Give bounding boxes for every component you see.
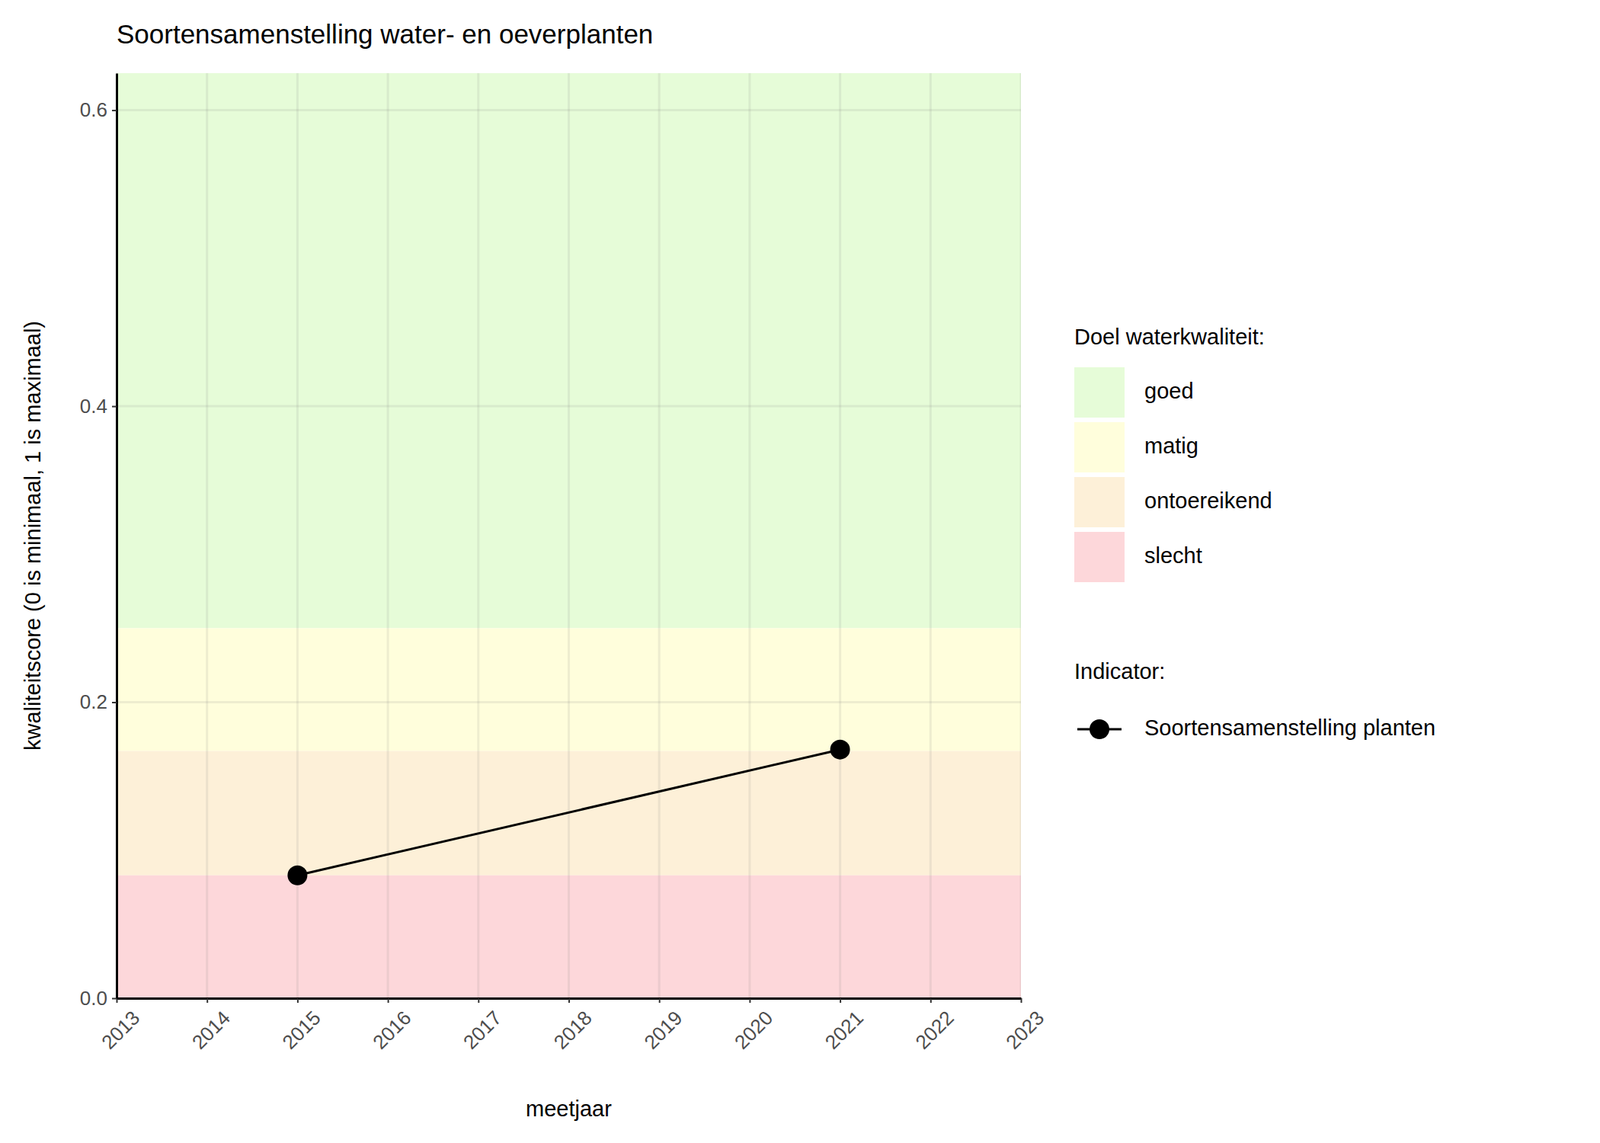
data-point (287, 865, 308, 886)
x-tick-label: 2022 (911, 1006, 959, 1054)
x-tick-label: 2019 (639, 1006, 687, 1054)
y-tick: 0.0 (80, 986, 117, 1010)
grid-line (929, 73, 932, 999)
y-axis-title: kwaliteitscore (0 is minimaal, 1 is maxi… (20, 320, 45, 751)
grid-line (1020, 73, 1022, 999)
data-point (830, 739, 851, 760)
y-tick: 0.6 (80, 98, 117, 122)
y-tick: 0.4 (80, 394, 117, 418)
x-tick: 2015 (278, 998, 326, 1054)
y-axis: 0.0 0.2 0.4 0.6 (80, 73, 118, 1010)
series-line (297, 749, 840, 876)
legend-key (1074, 476, 1125, 528)
y-tick-mark (112, 109, 117, 112)
y-tick-label: 0.2 (80, 690, 108, 714)
x-tick-label: 2023 (1001, 1006, 1049, 1054)
x-tick: 2021 (820, 998, 868, 1054)
x-tick-mark (659, 998, 661, 1003)
y-tick-mark (112, 998, 117, 1000)
legend-key (1074, 531, 1125, 583)
x-tick: 2020 (729, 998, 778, 1054)
plot-area (116, 73, 1021, 999)
legend-title: Doel waterkwaliteit: (1074, 324, 1265, 349)
legend-title: Indicator: (1074, 659, 1165, 684)
legend-key (1089, 719, 1110, 740)
x-tick-label: 2016 (368, 1006, 416, 1054)
x-tick-label: 2017 (458, 1006, 506, 1054)
grid-line (296, 73, 299, 999)
y-tick-label: 0.4 (80, 394, 108, 418)
x-tick-label: 2013 (96, 1006, 144, 1054)
legend-key (1074, 422, 1125, 473)
x-axis: 2013 2014 2015 2016 2017 2018 2019 2020 2021 2022… (96, 998, 1049, 1054)
x-tick-mark (748, 998, 751, 1003)
grid-line (116, 700, 1021, 704)
chart: 2013 2014 2015 2016 2017 2018 2019 2020 2021 2022… (0, 0, 1600, 1143)
y-tick-label: 0.0 (80, 986, 108, 1010)
x-tick-mark (206, 998, 208, 1003)
x-axis-title: meetjaar (525, 1096, 612, 1121)
x-tick: 2023 (1001, 998, 1049, 1054)
grid-line (116, 997, 1021, 999)
grid-line (116, 73, 119, 999)
legend: Doel waterkwaliteit: goed matig ontoereiken… (1074, 324, 1436, 740)
x-tick-label: 2021 (820, 1006, 868, 1054)
grid-line (205, 73, 208, 999)
x-tick-mark (568, 998, 570, 1003)
legend-key (1074, 367, 1125, 418)
y-tick-label: 0.6 (80, 98, 108, 122)
legend-label: matig (1144, 433, 1199, 458)
grid-line (116, 108, 1021, 112)
grid-line (658, 73, 661, 999)
legend-label: slecht (1144, 543, 1203, 568)
x-tick: 2017 (458, 998, 506, 1054)
grid-line (387, 73, 390, 999)
x-tick-mark (297, 998, 299, 1003)
x-tick-label: 2018 (549, 1006, 597, 1054)
legend-label: goed (1144, 378, 1194, 404)
x-tick-mark (1020, 998, 1023, 1003)
x-tick-mark (839, 998, 842, 1003)
x-tick: 2022 (911, 998, 959, 1054)
chart-title: Soortensamenstelling water- en oeverplan… (116, 19, 653, 49)
y-tick-mark (112, 406, 117, 408)
legend-label: ontoereikend (1144, 488, 1273, 513)
x-tick: 2014 (187, 998, 235, 1054)
x-tick-label: 2014 (187, 1006, 235, 1054)
y-tick-mark (112, 701, 117, 704)
grid-line (567, 73, 570, 999)
grid-line (116, 405, 1021, 408)
x-tick-mark (930, 998, 932, 1003)
x-tick: 2018 (549, 998, 597, 1054)
x-tick: 2016 (368, 998, 416, 1054)
x-tick-label: 2020 (729, 1006, 778, 1054)
x-tick-label: 2015 (278, 1006, 326, 1054)
y-axis-line (115, 73, 119, 999)
x-tick: 2019 (639, 998, 687, 1054)
y-tick: 0.2 (80, 690, 117, 714)
legend-label: Soortensamenstelling planten (1144, 715, 1436, 740)
grid-line (748, 73, 751, 999)
grid-line (838, 73, 842, 999)
grid-line (476, 73, 480, 999)
x-tick-mark (477, 998, 480, 1003)
x-tick-mark (387, 998, 390, 1003)
